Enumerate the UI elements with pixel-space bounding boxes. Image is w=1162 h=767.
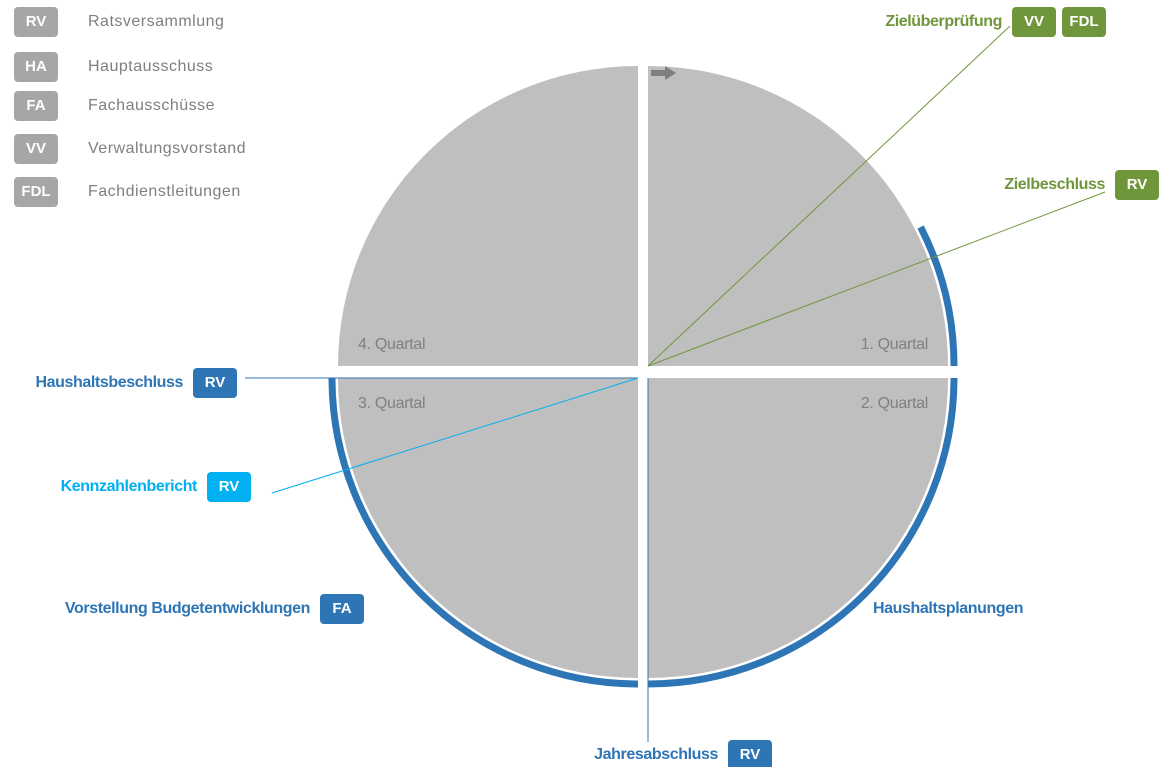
badge <box>14 177 58 207</box>
badge-text: FA <box>26 97 45 114</box>
badge <box>1012 7 1056 37</box>
quarter <box>648 66 948 366</box>
connector <box>271 377 639 494</box>
event-label: Vorstellung Budgetentwicklungen <box>65 600 310 617</box>
badge-text: VV <box>1024 13 1044 30</box>
badge-text: FA <box>332 600 351 617</box>
badge <box>14 52 58 82</box>
event-label: Jahresabschluss <box>594 746 718 763</box>
legend-label: Ratsversammlung <box>88 13 224 30</box>
badge-text: FDL <box>1069 13 1098 30</box>
quarter-label: 3. Quartal <box>358 395 425 412</box>
arc <box>647 377 958 688</box>
legend-label: Fachdienstleitungen <box>88 183 241 200</box>
legend-label: Hauptausschuss <box>88 58 213 75</box>
quarter <box>338 378 638 678</box>
event-label: Haushaltsplanungen <box>873 600 1023 617</box>
badge <box>14 91 58 121</box>
badge <box>193 368 237 398</box>
badge <box>320 594 364 624</box>
badge <box>14 134 58 164</box>
legend-label: Fachausschüsse <box>88 97 215 114</box>
event-label: Zielüberprüfung <box>885 13 1002 30</box>
badge-text: RV <box>26 13 47 30</box>
badge <box>14 7 58 37</box>
badge-text: FDL <box>21 183 50 200</box>
badge <box>1062 7 1106 37</box>
quarter-label: 1. Quartal <box>861 336 928 353</box>
badge <box>1115 170 1159 200</box>
badge <box>207 472 251 502</box>
connector <box>647 25 1011 367</box>
wheel <box>328 66 958 688</box>
arc <box>328 377 639 688</box>
arc <box>917 225 958 367</box>
quarter <box>648 378 948 678</box>
legend-label: Verwaltungsvorstand <box>88 140 246 157</box>
quarter <box>338 66 638 366</box>
badge-text: RV <box>1127 176 1148 193</box>
event-label: Haushaltsbeschluss <box>35 374 183 391</box>
badge <box>728 740 772 767</box>
badge-text: RV <box>219 478 240 495</box>
arrow <box>651 66 676 80</box>
progress-arc <box>328 225 958 688</box>
badge-text: VV <box>26 140 46 157</box>
quarter-label: 4. Quartal <box>358 336 425 353</box>
connectors <box>245 25 1106 742</box>
event-label: Zielbeschluss <box>1004 176 1105 193</box>
badge-text: RV <box>205 374 226 391</box>
event-label: Kennzahlenbericht <box>61 478 198 495</box>
connector <box>647 191 1106 367</box>
quarter-label: 2. Quartal <box>861 395 928 412</box>
badge-text: RV <box>740 746 761 763</box>
badge-text: HA <box>25 58 47 75</box>
